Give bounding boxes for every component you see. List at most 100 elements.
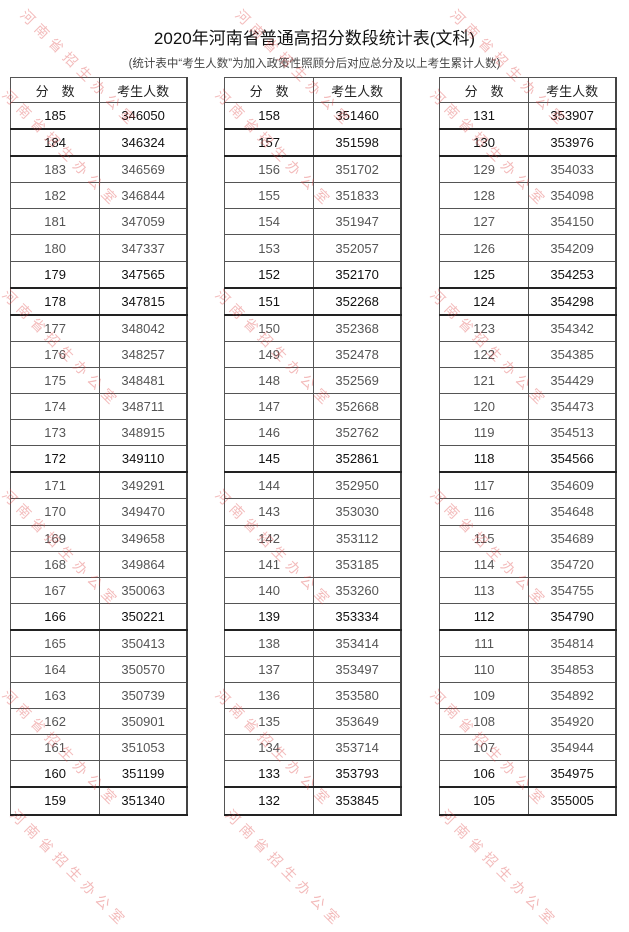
table-row: 113 354755 — [438, 576, 618, 604]
table-row: 152 352170 — [223, 260, 403, 289]
table-row: 174 348711 — [9, 393, 189, 421]
score-cell: 161 — [9, 734, 101, 762]
table-row: 128 354098 — [438, 182, 618, 210]
table-row: 181 347059 — [9, 208, 189, 236]
count-cell: 352762 — [313, 419, 403, 447]
count-cell: 352569 — [313, 366, 403, 395]
score-cell: 123 — [438, 314, 530, 342]
count-cell: 353845 — [313, 786, 403, 816]
score-cell: 154 — [223, 208, 315, 236]
score-cell: 111 — [438, 629, 530, 657]
table-row: 126 354209 — [438, 234, 618, 262]
score-cell: 122 — [438, 340, 530, 368]
count-cell: 351833 — [313, 182, 403, 210]
score-cell: 151 — [223, 287, 315, 316]
count-cell: 353580 — [313, 682, 403, 710]
score-cell: 159 — [9, 786, 101, 816]
table-row: 167 350063 — [9, 576, 189, 604]
table-row: 106 354975 — [438, 760, 618, 789]
count-cell: 354253 — [528, 260, 618, 289]
count-cell: 354853 — [528, 655, 618, 684]
count-cell: 353649 — [313, 708, 403, 736]
table-row: 137 353497 — [223, 655, 403, 684]
score-cell: 183 — [9, 155, 101, 184]
count-cell: 354098 — [528, 182, 618, 210]
table-row: 134 353714 — [223, 734, 403, 762]
score-cell: 167 — [9, 576, 101, 604]
table-row: 142 353112 — [223, 524, 403, 552]
score-table-2: 分 数 考生人数 158 351460 157 351598 156 351702 155 3… — [223, 77, 403, 816]
table-row: 136 353580 — [223, 682, 403, 710]
score-cell: 147 — [223, 393, 315, 421]
table-row: 145 352861 — [223, 445, 403, 474]
score-cell: 119 — [438, 419, 530, 447]
count-cell: 348042 — [99, 314, 189, 342]
count-cell: 355005 — [528, 786, 618, 816]
count-cell: 346569 — [99, 155, 189, 184]
count-cell: 353414 — [313, 629, 403, 657]
count-cell: 346050 — [99, 102, 189, 131]
table-row: 173 348915 — [9, 419, 189, 447]
count-cell: 353185 — [313, 550, 403, 578]
count-cell: 352861 — [313, 445, 403, 474]
score-cell: 129 — [438, 155, 530, 184]
header-score: 分 数 — [223, 77, 315, 103]
score-cell: 157 — [223, 128, 315, 158]
score-cell: 107 — [438, 734, 530, 762]
score-cell: 160 — [9, 760, 101, 789]
table-row: 151 352268 — [223, 287, 403, 316]
table-row: 122 354385 — [438, 340, 618, 368]
score-cell: 166 — [9, 602, 101, 631]
score-cell: 179 — [9, 260, 101, 289]
score-cell: 121 — [438, 366, 530, 395]
watermark-text: 河南省招生办公室 — [7, 806, 132, 931]
table-row: 157 351598 — [223, 128, 403, 158]
score-cell: 156 — [223, 155, 315, 184]
table-row: 125 354253 — [438, 260, 618, 289]
table-row: 160 351199 — [9, 760, 189, 789]
count-cell: 350739 — [99, 682, 189, 710]
table-row: 153 352057 — [223, 234, 403, 262]
score-cell: 180 — [9, 234, 101, 262]
count-cell: 350063 — [99, 576, 189, 604]
count-cell: 348915 — [99, 419, 189, 447]
count-cell: 346324 — [99, 128, 189, 158]
table-row: 150 352368 — [223, 314, 403, 342]
header-count: 考生人数 — [99, 77, 189, 103]
count-cell: 353030 — [313, 498, 403, 526]
table-row: 171 349291 — [9, 471, 189, 500]
score-cell: 150 — [223, 314, 315, 342]
header-count: 考生人数 — [313, 77, 403, 103]
score-cell: 165 — [9, 629, 101, 657]
page-subtitle: (统计表中“考生人数”为加入政策性照顾分后对应总分及以上考生累计人数) — [128, 58, 501, 70]
count-cell: 353907 — [528, 102, 618, 131]
score-table-1: 分 数 考生人数 185 346050 184 346324 183 346569 182 3… — [9, 77, 189, 816]
table-row: 121 354429 — [438, 366, 618, 395]
count-cell: 352268 — [313, 287, 403, 316]
count-cell: 353260 — [313, 576, 403, 604]
count-cell: 347815 — [99, 287, 189, 316]
score-cell: 178 — [9, 287, 101, 316]
count-cell: 354513 — [528, 419, 618, 447]
score-cell: 105 — [438, 786, 530, 816]
count-cell: 348257 — [99, 340, 189, 368]
score-cell: 110 — [438, 655, 530, 684]
table-row: 175 348481 — [9, 366, 189, 395]
score-cell: 145 — [223, 445, 315, 474]
count-cell: 353976 — [528, 128, 618, 158]
count-cell: 349110 — [99, 445, 189, 474]
table-row: 123 354342 — [438, 314, 618, 342]
table-row: 185 346050 — [9, 102, 189, 131]
table-row: 118 354566 — [438, 445, 618, 474]
score-cell: 124 — [438, 287, 530, 316]
count-cell: 351460 — [313, 102, 403, 131]
score-cell: 114 — [438, 550, 530, 578]
header-score: 分 数 — [438, 77, 530, 103]
count-cell: 349658 — [99, 524, 189, 552]
score-cell: 115 — [438, 524, 530, 552]
header-count: 考生人数 — [528, 77, 618, 103]
count-cell: 353714 — [313, 734, 403, 762]
table-row: 139 353334 — [223, 602, 403, 631]
score-cell: 174 — [9, 393, 101, 421]
table-row: 138 353414 — [223, 629, 403, 657]
